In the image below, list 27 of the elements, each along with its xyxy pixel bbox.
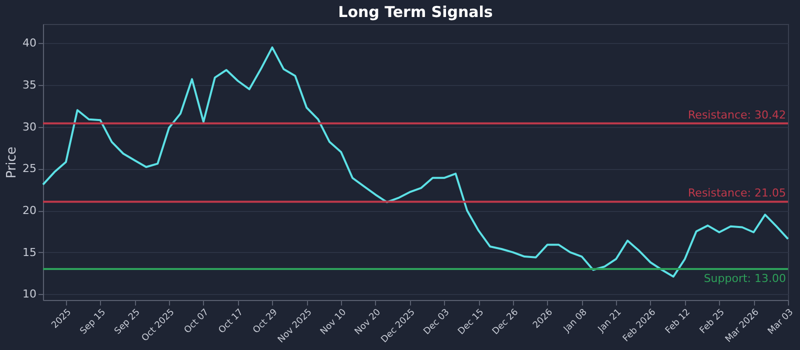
x-tick-label: Dec 03 [422, 308, 452, 338]
x-tick-label: Mar 03 [766, 308, 796, 337]
y-axis-title: Price [4, 146, 20, 178]
x-tick-label: Nov 10 [318, 307, 349, 338]
x-tick-label: Sep 25 [113, 308, 142, 337]
x-tick-label: Jan 21 [596, 308, 624, 336]
x-tick-label: Feb 12 [664, 308, 692, 336]
x-tick-label: Feb 25 [698, 308, 727, 336]
y-tick-label: 15 [22, 246, 36, 259]
chart-title: Long Term Signals [338, 3, 493, 21]
y-tick-label: 30 [22, 120, 36, 134]
x-tick-label: Oct 17 [217, 308, 246, 336]
y-tick-label: 35 [22, 78, 36, 92]
x-tick-label: Oct 07 [182, 308, 212, 336]
y-tick-label: 25 [22, 162, 36, 176]
y-tick-label: 10 [22, 288, 36, 301]
ref-line-label: Resistance: 21.05 [688, 186, 786, 200]
x-tick-label: Sep 15 [78, 308, 108, 337]
x-tick-label: Dec 15 [456, 308, 486, 338]
ref-line-label: Support: 13.00 [704, 272, 786, 286]
y-tick-label: 40 [22, 36, 36, 50]
x-tick-label: Jan 08 [562, 307, 590, 336]
y-tick-label: 20 [22, 204, 36, 218]
x-tick-label: Oct 29 [252, 307, 280, 336]
x-tick-label: Dec 26 [490, 307, 521, 338]
x-tick-label: Nov 20 [353, 307, 384, 338]
ref-line-label: Resistance: 30.42 [688, 108, 786, 122]
